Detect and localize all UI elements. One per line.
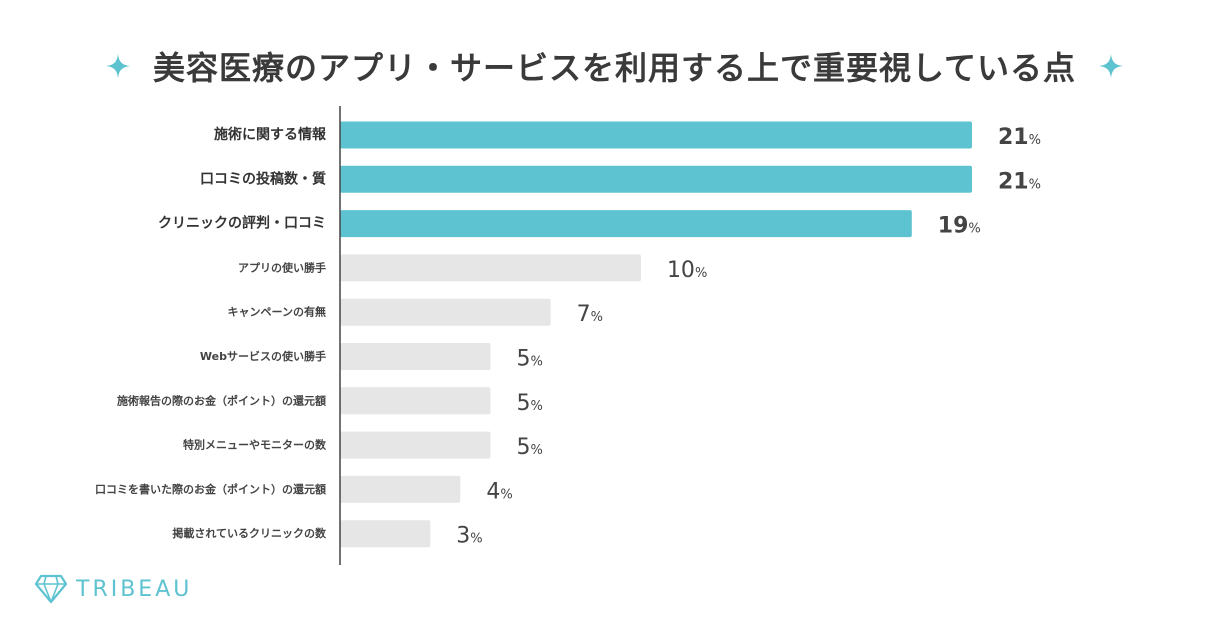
bar bbox=[340, 254, 641, 282]
value-label: 10% bbox=[667, 258, 707, 283]
category-label: 特別メニューやモニターの数 bbox=[183, 438, 327, 452]
value-label: 5% bbox=[516, 347, 542, 372]
value-label: 7% bbox=[577, 302, 603, 327]
chart-title: 美容医療のアプリ・サービスを利用する上で重要視している点 bbox=[152, 49, 1077, 87]
bar bbox=[340, 165, 972, 193]
diamond-icon bbox=[34, 574, 68, 604]
sparkle-icon bbox=[105, 54, 130, 78]
bar bbox=[340, 431, 491, 459]
value-label: 21% bbox=[998, 169, 1041, 194]
category-label: 口コミを書いた際のお金（ポイント）の還元額 bbox=[95, 482, 326, 496]
bar bbox=[340, 210, 912, 238]
value-label: 19% bbox=[938, 214, 981, 239]
bar bbox=[340, 121, 972, 149]
brand-logo: TRIBEAU bbox=[34, 572, 192, 606]
title-row: 美容医療のアプリ・サービスを利用する上で重要視している点 bbox=[0, 38, 1229, 94]
category-label: Webサービスの使い勝手 bbox=[200, 349, 326, 363]
value-label: 5% bbox=[516, 391, 542, 416]
bar bbox=[340, 343, 491, 370]
bar bbox=[340, 298, 551, 326]
category-label: 掲載されているクリニックの数 bbox=[172, 526, 327, 540]
bar bbox=[340, 475, 461, 503]
sparkle-icon bbox=[1099, 54, 1124, 78]
logo-text: TRIBEAU bbox=[76, 576, 193, 602]
category-label: キャンペーンの有無 bbox=[228, 305, 326, 319]
bar bbox=[340, 520, 431, 548]
category-label: 施術報告の際のお金（ポイント）の還元額 bbox=[117, 393, 326, 407]
value-label: 21% bbox=[998, 125, 1041, 150]
bar bbox=[340, 387, 491, 415]
category-label: アプリの使い勝手 bbox=[238, 260, 326, 274]
value-label: 5% bbox=[516, 435, 542, 460]
category-label: 口コミの投稿数・質 bbox=[200, 170, 326, 187]
category-label: クリニックの評判・口コミ bbox=[158, 215, 326, 232]
value-label: 4% bbox=[486, 479, 512, 504]
value-label: 3% bbox=[456, 524, 482, 549]
category-label: 施術に関する情報 bbox=[214, 126, 327, 143]
